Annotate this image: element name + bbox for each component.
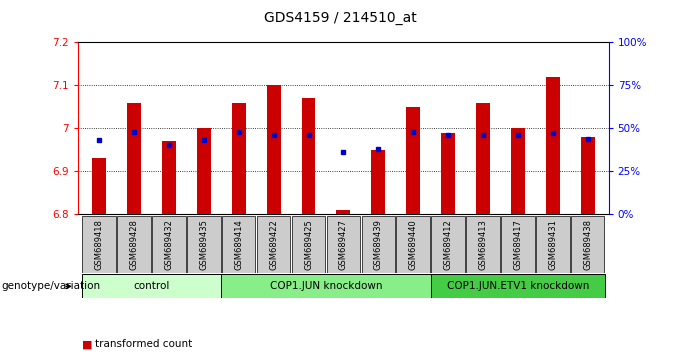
Bar bbox=[430, 274, 605, 298]
Bar bbox=[466, 216, 500, 273]
Text: GSM689412: GSM689412 bbox=[443, 219, 453, 270]
Bar bbox=[511, 129, 525, 214]
Text: ■: ■ bbox=[82, 339, 92, 349]
Text: GSM689413: GSM689413 bbox=[479, 219, 488, 270]
Text: GSM689431: GSM689431 bbox=[548, 219, 558, 270]
Bar bbox=[232, 103, 245, 214]
Text: control: control bbox=[133, 281, 170, 291]
Text: GSM689425: GSM689425 bbox=[304, 219, 313, 270]
Text: GSM689427: GSM689427 bbox=[339, 219, 348, 270]
Bar bbox=[127, 103, 141, 214]
Text: GSM689439: GSM689439 bbox=[374, 219, 383, 270]
Bar bbox=[406, 107, 420, 214]
Bar bbox=[187, 216, 220, 273]
Text: GSM689418: GSM689418 bbox=[95, 219, 103, 270]
Bar bbox=[117, 216, 151, 273]
Bar bbox=[546, 77, 560, 214]
Bar bbox=[441, 133, 455, 214]
Bar bbox=[197, 129, 211, 214]
Text: COP1.JUN knockdown: COP1.JUN knockdown bbox=[270, 281, 382, 291]
Bar bbox=[82, 274, 221, 298]
Bar bbox=[337, 210, 350, 214]
Text: genotype/variation: genotype/variation bbox=[1, 281, 101, 291]
Bar bbox=[292, 216, 325, 273]
Bar bbox=[326, 216, 360, 273]
Bar bbox=[362, 216, 395, 273]
Bar bbox=[301, 98, 316, 214]
Bar bbox=[396, 216, 430, 273]
Text: GDS4159 / 214510_at: GDS4159 / 214510_at bbox=[264, 11, 416, 25]
Bar bbox=[571, 216, 605, 273]
Text: COP1.JUN.ETV1 knockdown: COP1.JUN.ETV1 knockdown bbox=[447, 281, 589, 291]
Bar bbox=[222, 216, 256, 273]
Text: GSM689428: GSM689428 bbox=[129, 219, 139, 270]
Bar bbox=[267, 85, 281, 214]
Bar bbox=[371, 150, 386, 214]
Bar bbox=[221, 274, 430, 298]
Bar bbox=[152, 216, 186, 273]
Text: GSM689432: GSM689432 bbox=[165, 219, 173, 270]
Text: GSM689422: GSM689422 bbox=[269, 219, 278, 270]
Bar bbox=[82, 216, 116, 273]
Text: GSM689435: GSM689435 bbox=[199, 219, 208, 270]
Bar bbox=[92, 158, 106, 214]
Bar bbox=[431, 216, 465, 273]
Bar bbox=[501, 216, 534, 273]
Text: GSM689414: GSM689414 bbox=[234, 219, 243, 270]
Bar bbox=[476, 103, 490, 214]
Text: GSM689438: GSM689438 bbox=[583, 219, 592, 270]
Bar bbox=[536, 216, 570, 273]
Bar bbox=[257, 216, 290, 273]
Bar bbox=[162, 141, 176, 214]
Bar bbox=[581, 137, 594, 214]
Text: GSM689417: GSM689417 bbox=[513, 219, 522, 270]
Text: GSM689440: GSM689440 bbox=[409, 219, 418, 270]
Text: transformed count: transformed count bbox=[95, 339, 192, 349]
